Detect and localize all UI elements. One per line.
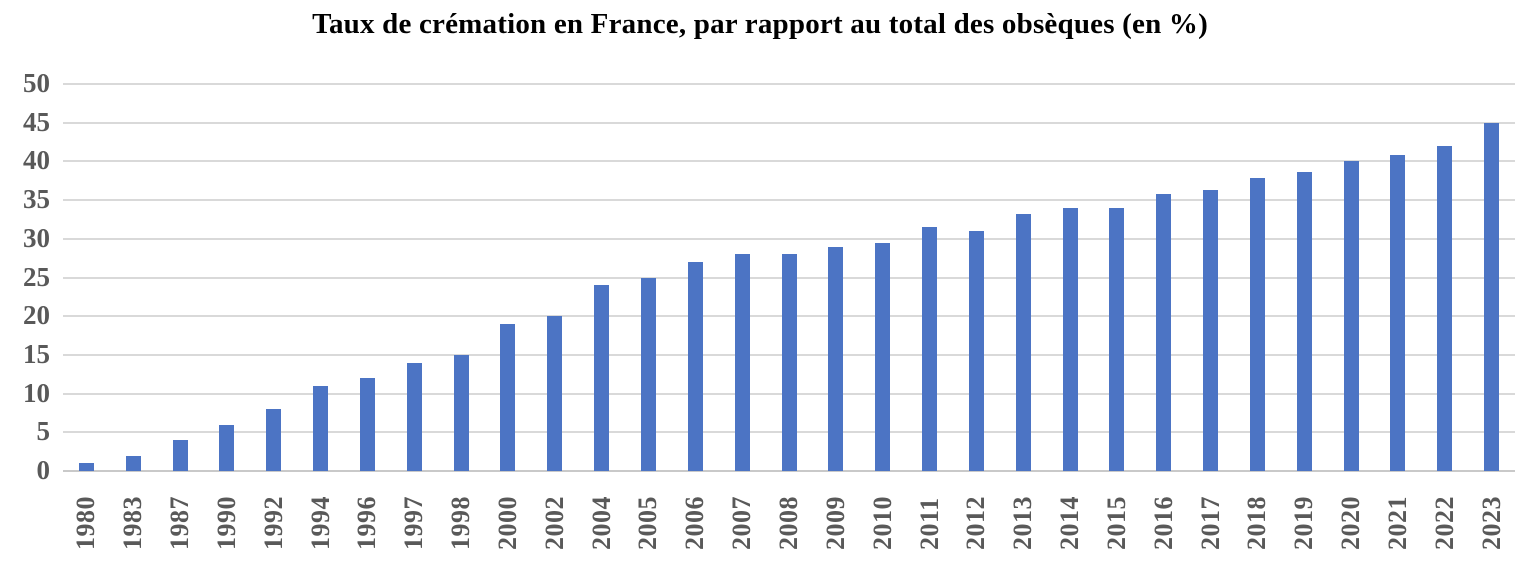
y-axis-tick-label: 45: [23, 106, 50, 137]
y-axis-tick-label: 30: [23, 222, 50, 253]
bar-2007: [734, 254, 750, 471]
bar-1996: [359, 378, 375, 471]
bar-1998: [453, 354, 469, 471]
bar-2009: [828, 246, 844, 471]
y-axis-tick-label: 15: [23, 338, 50, 369]
x-axis-tick-label: 1996: [352, 496, 382, 550]
chart-title: Taux de crémation en France, par rapport…: [312, 8, 1208, 40]
bar-2019: [1296, 172, 1312, 471]
bar-2011: [922, 227, 938, 471]
x-axis-tick-label: 2002: [539, 496, 569, 550]
y-axis-tick-label: 35: [23, 184, 50, 215]
x-axis-tick-label: 2023: [1476, 496, 1506, 550]
x-axis-tick-label: 2022: [1429, 496, 1459, 550]
bar-2018: [1249, 178, 1265, 471]
x-axis-tick-label: 2014: [1055, 496, 1085, 550]
bar-2008: [781, 254, 797, 471]
bar-1983: [125, 455, 141, 471]
x-axis-tick-label: 2006: [680, 496, 710, 550]
bar-2021: [1390, 155, 1406, 471]
gridline: [63, 199, 1515, 202]
x-axis-tick-label: 2004: [586, 496, 616, 550]
x-axis-tick-label: 2017: [1195, 496, 1225, 550]
y-axis-tick-label: 25: [23, 261, 50, 292]
bar-2016: [1156, 193, 1172, 471]
bar-2015: [1109, 207, 1125, 471]
bar-2010: [875, 242, 891, 471]
x-axis-tick-label: 1998: [446, 496, 476, 550]
x-axis-baseline: [63, 470, 1515, 472]
gridline: [63, 121, 1515, 124]
x-axis-tick-label: 2010: [867, 496, 897, 550]
x-axis-tick-label: 1992: [258, 496, 288, 550]
x-axis-tick-label: 1980: [71, 496, 101, 550]
x-axis-tick-label: 2020: [1336, 496, 1366, 550]
bar-2005: [640, 277, 656, 471]
x-axis-tick-label: 1990: [211, 496, 241, 550]
bar-2014: [1062, 207, 1078, 471]
bar-2013: [1015, 214, 1031, 471]
y-axis-tick-label: 20: [23, 300, 50, 331]
bar-1980: [78, 463, 94, 471]
y-axis-tick-label: 40: [23, 145, 50, 176]
x-axis-tick-label: 2012: [961, 496, 991, 550]
bar-1994: [313, 385, 329, 471]
x-axis-tick-label: 2016: [1148, 496, 1178, 550]
x-axis-tick-label: 2013: [1008, 496, 1038, 550]
x-axis-tick-label: 2005: [633, 496, 663, 550]
y-axis-tick-label: 50: [23, 68, 50, 98]
x-axis-tick-label: 2018: [1242, 496, 1272, 550]
bar-1997: [406, 362, 422, 471]
x-axis-tick-label: 2008: [774, 496, 803, 550]
gridline: [63, 237, 1515, 240]
x-axis-tick-label: 1987: [165, 496, 195, 550]
x-axis-tick-label: 2015: [1101, 496, 1131, 550]
x-axis-tick-label: 2021: [1382, 496, 1412, 550]
bar-1990: [219, 424, 235, 471]
bar-1987: [172, 440, 188, 471]
bar-2012: [968, 231, 984, 471]
bar-2004: [594, 285, 610, 471]
bar-2006: [687, 262, 703, 471]
y-axis-tick-label: 10: [23, 377, 50, 408]
x-axis-tick-label: 2007: [727, 496, 757, 550]
bar-2022: [1437, 145, 1453, 471]
x-axis-tick-label: 2019: [1289, 496, 1319, 550]
bar-2023: [1484, 123, 1500, 471]
y-axis-tick-label: 0: [36, 455, 51, 485]
bar-1992: [266, 409, 282, 471]
gridline: [63, 160, 1515, 163]
y-axis-tick-label: 5: [36, 416, 51, 447]
x-axis-tick-label: 2011: [914, 497, 944, 550]
x-axis-tick-label: 2009: [820, 496, 850, 550]
x-axis-tick-label: 1997: [399, 496, 429, 550]
bar-2000: [500, 323, 516, 471]
x-axis-tick-label: 1994: [305, 496, 335, 550]
gridline: [63, 83, 1515, 85]
bar-2002: [547, 316, 563, 471]
x-axis-tick-label: 1983: [118, 496, 148, 550]
x-axis-tick-label: 2000: [492, 496, 522, 550]
bar-2017: [1203, 190, 1219, 471]
bar-2020: [1343, 161, 1359, 471]
